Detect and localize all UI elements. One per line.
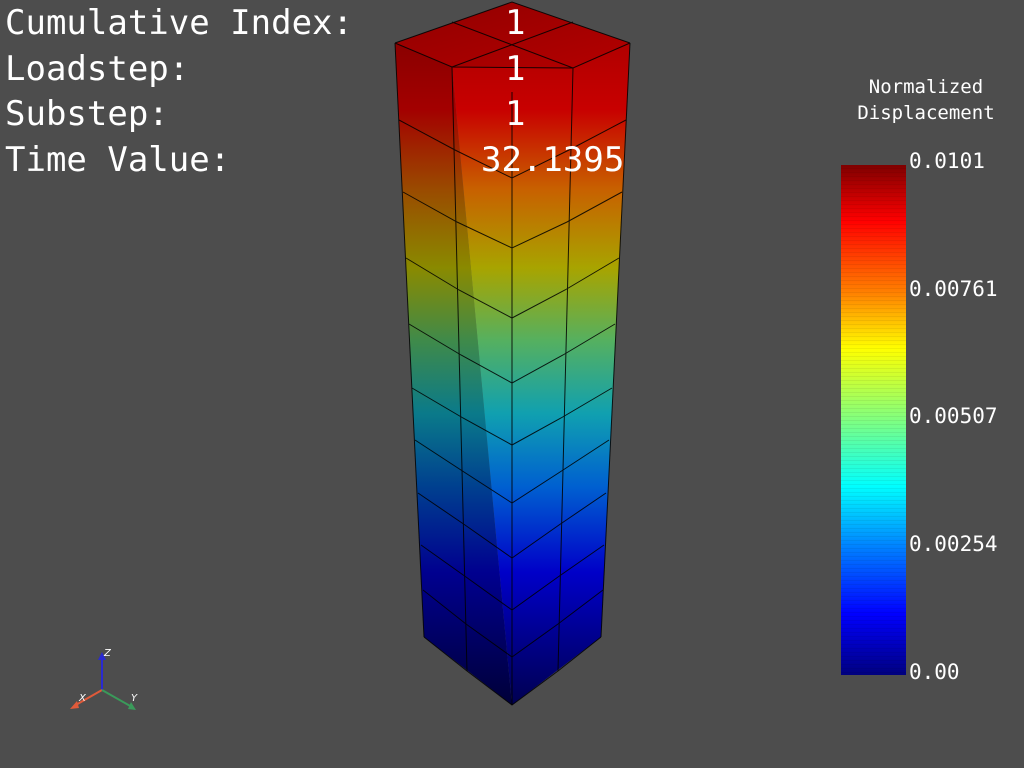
x-axis-label: X (78, 693, 87, 704)
colorbar-gradient (841, 165, 906, 675)
cumulative-index-label: Cumulative Index: (5, 3, 353, 43)
z-axis-label: Z (103, 648, 112, 659)
mesh-grid-lines (394, 1, 631, 706)
time-value-value: 32.1395 (481, 140, 625, 180)
scalar-bar-tick: 0.00507 (909, 404, 998, 428)
y-axis-label: Y (131, 693, 138, 704)
column-left-face (395, 43, 512, 705)
substep-label: Substep: (5, 94, 169, 134)
axes-orientation-widget: Z X Y (70, 648, 138, 710)
loadstep-label: Loadstep: (5, 49, 190, 89)
scalar-bar-tick: 0.00761 (909, 277, 998, 301)
colorbar-bands (841, 165, 906, 675)
time-value-label: Time Value: (5, 140, 231, 180)
loadstep-value: 1 (505, 49, 526, 89)
column-right-face (452, 43, 630, 705)
column-top-face (395, 2, 630, 68)
scalar-bar-title-line1: Normalized (868, 76, 984, 98)
scalar-bar-tick: 0.00254 (909, 532, 998, 556)
scalar-bar-tick: 0.0101 (909, 149, 985, 173)
scalar-bar-title-line2: Displacement (857, 102, 995, 124)
scalar-bar-tick: 0.00 (909, 660, 960, 684)
substep-value: 1 (505, 94, 526, 134)
cumulative-index-value: 1 (505, 3, 526, 43)
